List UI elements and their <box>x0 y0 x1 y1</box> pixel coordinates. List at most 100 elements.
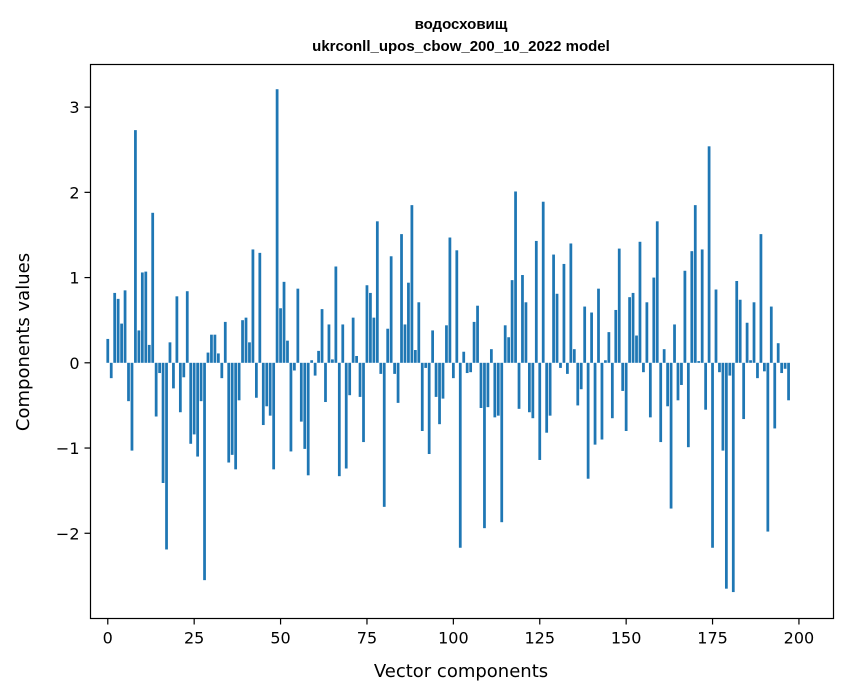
bar <box>749 360 752 363</box>
bar <box>327 324 331 363</box>
bar <box>134 130 137 363</box>
bar <box>400 234 403 363</box>
bar <box>286 340 289 363</box>
y-axis-ticks: −2 −1 0 1 2 3 <box>56 98 91 543</box>
bar <box>365 285 369 363</box>
bar <box>566 362 569 374</box>
bar <box>683 270 687 363</box>
bar <box>638 241 642 363</box>
bar <box>158 362 161 374</box>
bar <box>113 292 117 363</box>
bar <box>458 362 462 548</box>
x-axis-label: Vector components <box>374 661 548 682</box>
bar <box>583 306 587 363</box>
bar <box>500 362 504 523</box>
bar <box>697 361 701 363</box>
bar <box>106 338 110 363</box>
bar <box>127 362 130 402</box>
bar <box>185 291 189 363</box>
bar <box>192 362 196 435</box>
bar <box>590 312 593 363</box>
y-axis-label: Components values <box>13 253 34 431</box>
bar <box>348 362 352 396</box>
bar <box>776 343 780 363</box>
bar <box>576 362 580 406</box>
bar <box>234 362 238 470</box>
bar <box>569 243 573 363</box>
bar <box>220 362 224 379</box>
bar <box>438 362 441 425</box>
bar <box>303 362 307 449</box>
bar <box>389 256 393 363</box>
bar <box>123 290 127 363</box>
bar <box>244 317 248 363</box>
bar <box>514 191 517 363</box>
bar <box>251 249 255 363</box>
bar <box>344 362 348 469</box>
bar <box>369 292 372 363</box>
bar <box>417 302 421 363</box>
bar <box>431 330 434 363</box>
bar <box>600 362 604 440</box>
bar <box>109 362 113 379</box>
chart-title-line-1: водосховищ <box>415 16 508 33</box>
bar <box>559 362 562 368</box>
bar <box>780 362 784 374</box>
bar <box>393 362 396 374</box>
y-tick-label: 1 <box>69 269 79 288</box>
x-tick-label: 125 <box>524 629 555 648</box>
bar-series <box>106 89 790 593</box>
bar <box>669 362 673 509</box>
bar <box>742 362 746 420</box>
bar <box>272 362 276 470</box>
bar <box>223 321 227 363</box>
bar <box>534 240 538 363</box>
bar <box>434 362 438 397</box>
bar <box>424 362 428 368</box>
bar <box>258 252 262 363</box>
bar <box>721 362 725 451</box>
bar <box>175 296 179 363</box>
x-tick-label: 50 <box>270 629 290 648</box>
plot-area-frame <box>89 63 835 620</box>
bar <box>168 342 172 363</box>
bar <box>617 248 621 363</box>
x-tick-label: 200 <box>784 629 815 648</box>
bar <box>182 362 186 378</box>
bar <box>614 309 618 363</box>
bar <box>196 362 200 457</box>
bar <box>648 362 652 418</box>
bar <box>317 350 320 363</box>
bar <box>496 362 500 416</box>
x-tick-label: 75 <box>357 629 377 648</box>
bar <box>735 280 739 363</box>
bar <box>210 334 213 363</box>
bar <box>711 362 714 548</box>
bar <box>362 362 365 443</box>
bar <box>624 362 628 431</box>
bar <box>358 362 362 397</box>
bar <box>331 359 334 363</box>
bar <box>130 362 134 451</box>
bar <box>161 362 165 483</box>
bar <box>586 362 590 479</box>
bar <box>137 330 141 363</box>
bar <box>745 322 749 363</box>
bar <box>296 288 300 363</box>
bar <box>310 360 314 363</box>
bar <box>787 362 790 401</box>
bar <box>189 362 193 444</box>
y-tick-label: 2 <box>69 183 79 202</box>
bar <box>483 362 486 529</box>
bar <box>655 221 659 363</box>
bar <box>407 282 410 363</box>
bar <box>479 362 483 408</box>
bar <box>610 362 614 419</box>
bar <box>355 355 358 363</box>
bar <box>375 221 379 363</box>
bar <box>275 89 279 363</box>
bar <box>420 362 424 431</box>
bar <box>144 271 148 363</box>
bar <box>372 317 376 363</box>
